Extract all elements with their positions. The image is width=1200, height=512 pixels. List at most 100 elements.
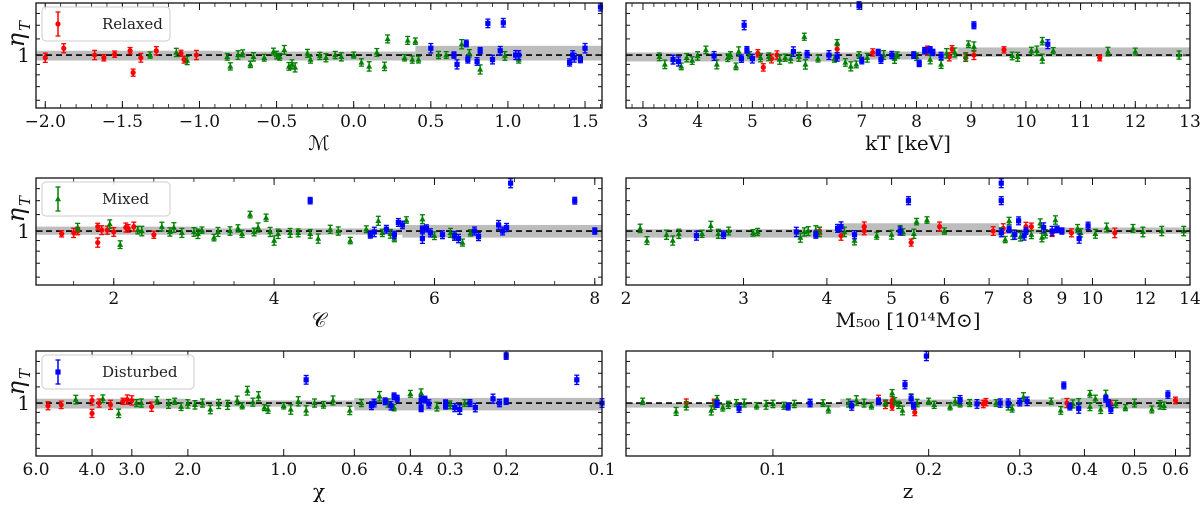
data-point-mixed xyxy=(391,404,398,410)
data-point-mixed xyxy=(1156,401,1163,408)
data-point-disturbed xyxy=(475,234,482,240)
data-point-mixed xyxy=(683,402,690,408)
data-point-mixed xyxy=(795,53,802,60)
data-point-mixed xyxy=(673,408,680,414)
data-point-mixed xyxy=(358,59,365,65)
data-point-mixed xyxy=(791,400,798,407)
x-tick-label: 6.0 xyxy=(22,460,49,480)
data-point-mixed xyxy=(295,229,302,236)
data-point-mixed xyxy=(891,398,898,404)
data-point-mixed xyxy=(891,55,898,61)
data-point-disturbed xyxy=(834,54,840,60)
data-point-mixed xyxy=(207,406,214,412)
data-point-mixed xyxy=(951,49,958,55)
data-point-mixed xyxy=(261,54,268,60)
data-point-disturbed xyxy=(567,59,573,66)
data-point-disturbed xyxy=(1045,41,1051,47)
data-point-disturbed xyxy=(930,49,936,56)
data-point-mixed xyxy=(409,56,416,62)
data-point-disturbed xyxy=(508,180,514,186)
data-point-disturbed xyxy=(1024,398,1030,404)
data-point-mixed xyxy=(170,224,177,230)
data-point-relaxed xyxy=(42,55,48,61)
data-point-disturbed xyxy=(902,382,908,388)
x-tick-label: 12 xyxy=(1135,289,1157,309)
data-point-disturbed xyxy=(383,226,389,232)
data-point-disturbed xyxy=(1105,400,1111,406)
x-tick-label: 8 xyxy=(589,289,600,309)
data-point-mixed xyxy=(1006,217,1013,224)
data-point-mixed xyxy=(708,407,715,413)
data-point-disturbed xyxy=(1108,406,1114,413)
data-point-mixed xyxy=(669,237,676,243)
data-point-disturbed xyxy=(720,232,727,238)
data-point-mixed xyxy=(702,46,709,53)
data-point-mixed xyxy=(825,406,832,412)
data-point-mixed xyxy=(899,407,906,413)
data-point-disturbed xyxy=(905,198,912,204)
data-point-mixed xyxy=(373,49,380,55)
data-point-mixed xyxy=(247,211,254,217)
data-point-disturbed xyxy=(1023,228,1029,234)
data-point-mixed xyxy=(461,399,468,406)
data-point-mixed xyxy=(320,401,327,408)
data-point-disturbed xyxy=(714,401,720,407)
legend-marker xyxy=(55,21,61,27)
data-point-disturbed xyxy=(1021,233,1027,239)
data-point-mixed xyxy=(815,55,822,61)
data-point-mixed xyxy=(74,224,81,230)
data-point-mixed xyxy=(1048,398,1055,404)
data-point-mixed xyxy=(198,226,205,233)
data-point-relaxed xyxy=(774,52,780,58)
data-point-mixed xyxy=(727,51,734,58)
data-point-mixed xyxy=(138,399,145,406)
data-point-mixed xyxy=(276,53,283,60)
data-point-mixed xyxy=(894,51,901,58)
data-point-mixed xyxy=(154,397,161,403)
data-point-disturbed xyxy=(974,401,980,407)
data-point-mixed xyxy=(431,232,438,238)
data-point-mixed xyxy=(191,401,198,408)
data-point-relaxed xyxy=(755,50,761,56)
data-point-mixed xyxy=(1086,390,1093,397)
data-point-mixed xyxy=(255,393,262,399)
x-tick-label: −1.0 xyxy=(179,112,220,132)
x-axis-label: ℳ xyxy=(308,131,329,155)
data-point-mixed xyxy=(853,397,860,403)
data-point-mixed xyxy=(239,402,246,408)
data-point-mixed xyxy=(199,399,206,406)
data-point-mixed xyxy=(782,54,789,60)
data-point-mixed xyxy=(746,51,753,58)
data-point-relaxed xyxy=(861,228,867,234)
data-point-disturbed xyxy=(908,396,914,402)
data-point-mixed xyxy=(776,56,783,62)
data-point-mixed xyxy=(1139,228,1146,235)
data-point-disturbed xyxy=(592,228,598,234)
x-tick-label: 0.3 xyxy=(437,460,464,480)
data-point-mixed xyxy=(941,227,948,234)
data-point-disturbed xyxy=(452,404,458,411)
data-point-mixed xyxy=(820,399,827,406)
data-point-mixed xyxy=(1132,48,1139,54)
data-point-mixed xyxy=(683,54,690,60)
data-point-mixed xyxy=(719,404,726,410)
data-point-relaxed xyxy=(89,410,95,416)
data-point-mixed xyxy=(285,63,292,69)
data-point-mixed xyxy=(287,406,294,412)
panel-3: 2 4 6 8 1 𝒞ηT Mixed xyxy=(2,177,603,332)
data-point-mixed xyxy=(134,226,141,233)
data-point-disturbed xyxy=(826,52,832,58)
data-point-mixed xyxy=(247,61,254,67)
data-point-relaxed xyxy=(111,229,117,235)
data-point-mixed xyxy=(165,400,172,407)
data-point-mixed xyxy=(173,49,180,55)
data-point-disturbed xyxy=(399,222,405,228)
y-label-subscript: T xyxy=(16,20,34,31)
data-point-mixed xyxy=(304,50,311,56)
data-point-relaxed xyxy=(149,404,155,410)
data-point-disturbed xyxy=(371,229,377,235)
data-point-mixed xyxy=(415,56,422,62)
data-point-mixed xyxy=(1028,47,1035,53)
data-point-disturbed xyxy=(395,219,401,226)
data-point-mixed xyxy=(1104,48,1111,54)
